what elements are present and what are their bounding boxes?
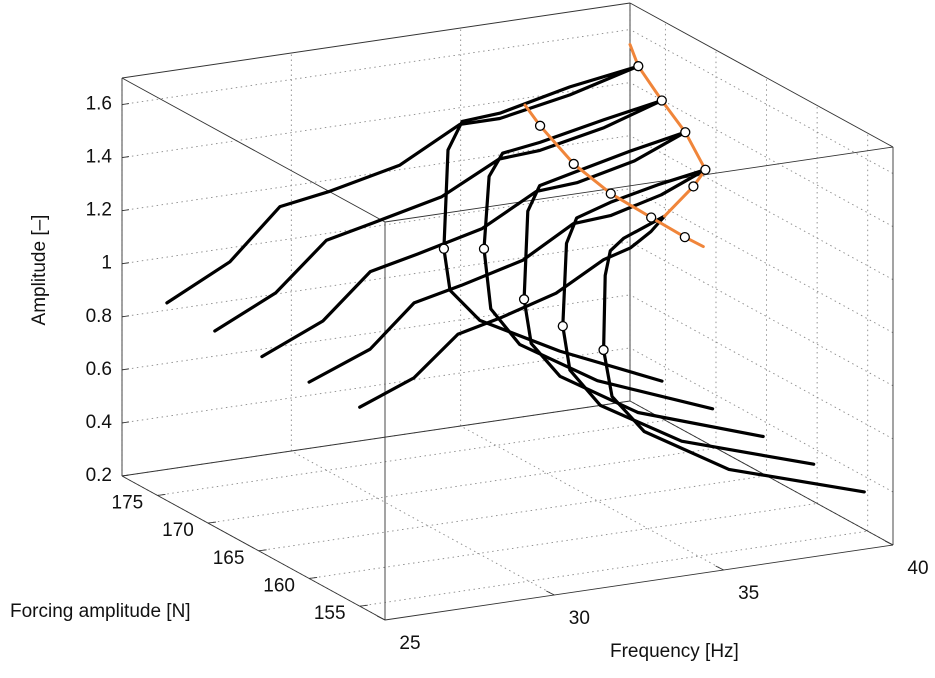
- z-axis-label: Amplitude [–]: [29, 215, 50, 326]
- x-tick: [376, 615, 386, 621]
- grid-line: [291, 450, 555, 596]
- y-axis-label: Forcing amplitude [N]: [10, 601, 191, 622]
- box: [121, 2, 894, 621]
- x-tick: [884, 540, 894, 546]
- bifurcation-point: [598, 344, 609, 356]
- box-edge: [121, 2, 631, 79]
- box-edge: [121, 77, 386, 223]
- z-tick-label: 0.2: [86, 465, 112, 486]
- bifurcation-point: [679, 231, 690, 243]
- x-tick: [715, 565, 724, 571]
- z-tick: [121, 368, 130, 371]
- grid: [121, 3, 894, 621]
- grid-line: [121, 294, 631, 371]
- y-tick-label: 165: [213, 548, 245, 569]
- y-tick: [258, 549, 267, 552]
- bifurcation-point: [518, 294, 530, 305]
- z-tick-label: 1.4: [86, 147, 113, 168]
- bifurcation-point: [568, 158, 579, 170]
- y-tick: [309, 577, 318, 579]
- curves: [165, 43, 866, 494]
- x-tick-label: 40: [907, 558, 928, 579]
- box-edge: [384, 146, 894, 223]
- z-tick: [121, 103, 130, 105]
- z-tick-label: 0.4: [86, 412, 113, 433]
- response-curve: [307, 168, 816, 466]
- grid-line: [258, 475, 767, 552]
- z-tick-label: 0.6: [86, 359, 112, 380]
- bifurcation-point: [478, 243, 490, 254]
- x-tick: [546, 590, 555, 596]
- grid-line: [121, 188, 631, 265]
- y-tick-label: 160: [263, 575, 295, 596]
- z-tick: [121, 209, 130, 212]
- z-tick-label: 1: [101, 253, 112, 274]
- box-edge: [629, 2, 894, 148]
- bifurcation-point: [557, 320, 568, 332]
- z-tick: [121, 156, 130, 159]
- grid-line: [359, 530, 868, 607]
- x-axis-label: Frequency [Hz]: [610, 641, 739, 662]
- y-tick: [207, 521, 217, 524]
- box-edge: [121, 400, 631, 477]
- response-curve: [213, 98, 715, 411]
- box-edge: [629, 400, 894, 546]
- x-tick-label: 25: [399, 633, 420, 654]
- grid-line: [121, 135, 631, 212]
- backbone-curve: [523, 103, 705, 249]
- grid-line: [460, 425, 724, 571]
- y-tick: [359, 604, 368, 607]
- x-tick-label: 35: [738, 583, 759, 604]
- z-tick: [121, 421, 130, 424]
- grid-line: [629, 135, 894, 281]
- bifurcation-point: [438, 243, 450, 254]
- bifurcation-point: [700, 164, 711, 175]
- z-tick-label: 0.8: [86, 306, 112, 327]
- response-curve: [165, 64, 664, 383]
- z-tick: [121, 262, 130, 265]
- response-curve: [358, 214, 866, 494]
- z-tick: [121, 474, 130, 477]
- box-edge: [121, 475, 386, 621]
- y-tick-label: 175: [112, 492, 144, 513]
- response-curve: [260, 130, 765, 439]
- grid-line: [157, 419, 666, 496]
- grid-line: [629, 241, 894, 387]
- grid-line: [207, 447, 717, 524]
- grid-line: [121, 241, 631, 318]
- y-tick-label: 170: [162, 520, 194, 541]
- grid-line: [121, 347, 631, 424]
- z-tick-label: 1.2: [86, 200, 112, 221]
- bifurcation-point: [680, 127, 691, 138]
- markers: [438, 61, 711, 356]
- bifurcation-point: [534, 120, 546, 131]
- bifurcation-point: [605, 188, 616, 199]
- bifurcation-point: [646, 212, 657, 223]
- box-edge: [384, 544, 894, 621]
- grid-line: [629, 82, 894, 227]
- bifurcation-point: [633, 61, 644, 72]
- grid-line: [121, 29, 631, 105]
- grid-line: [121, 82, 631, 159]
- y-tick: [157, 493, 166, 496]
- bifurcation-point: [656, 95, 667, 106]
- grid-line: [629, 29, 894, 174]
- x-tick-label: 30: [569, 608, 590, 629]
- bifurcation-point: [688, 181, 699, 192]
- grid-line: [309, 503, 818, 579]
- z-tick-label: 1.6: [86, 94, 112, 115]
- y-tick-label: 155: [314, 603, 346, 624]
- z-tick: [121, 315, 130, 318]
- labels: Frequency [Hz] Forcing amplitude [N] Amp…: [10, 94, 929, 662]
